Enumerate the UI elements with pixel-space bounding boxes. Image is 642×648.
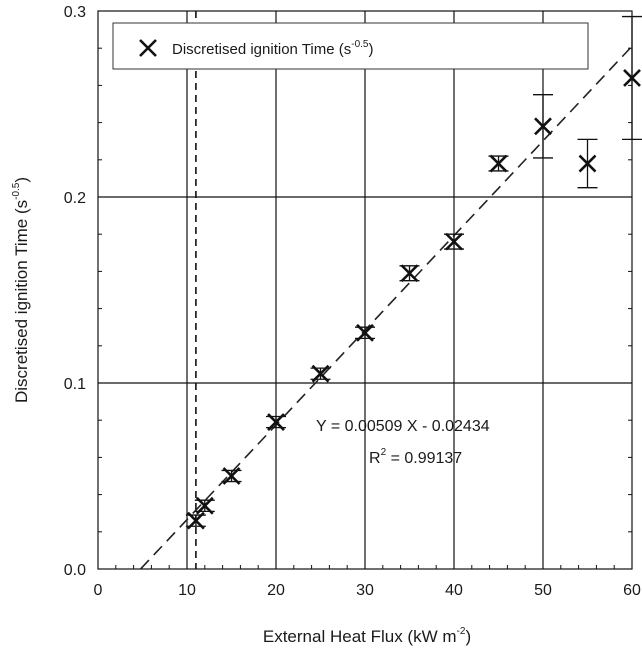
axis-ticks	[97, 10, 633, 570]
legend-box	[112, 22, 589, 70]
marker-stroke	[222, 467, 241, 485]
x-tick-label: 60	[623, 582, 641, 599]
x-tick-label: 30	[356, 582, 374, 599]
data-point-x-marker	[267, 413, 285, 431]
marker-stroke	[489, 154, 508, 173]
fit-equation: Y = 0.00509 X - 0.02434	[316, 418, 490, 435]
data-points	[186, 69, 641, 530]
x-tick-label: 20	[267, 582, 285, 599]
marker-stroke	[186, 511, 205, 530]
y-tick-label: 0.0	[64, 562, 86, 579]
y-axis-title: Discretised ignition Time (s-0.5)	[11, 177, 31, 403]
marker-stroke	[578, 154, 597, 173]
data-point-x-marker	[400, 264, 419, 283]
marker-stroke	[534, 117, 552, 136]
data-point-x-marker	[195, 496, 214, 515]
data-point-x-marker	[578, 154, 597, 173]
data-point-x-marker	[445, 232, 463, 251]
marker-stroke	[267, 413, 285, 431]
fit-r2: R2 = 0.99137	[369, 447, 462, 467]
x-tick-label: 50	[534, 582, 552, 599]
marker-stroke	[356, 323, 374, 342]
x-tick-label: 40	[445, 582, 463, 599]
y-tick-label: 0.3	[64, 4, 86, 21]
legend: Discretised ignition Time (s-0.5)	[112, 22, 589, 70]
y-tick-label: 0.2	[64, 190, 86, 207]
marker-stroke	[195, 496, 214, 515]
marker-stroke	[400, 264, 419, 283]
x-tick-label: 0	[94, 582, 103, 599]
data-point-x-marker	[222, 467, 241, 485]
x-tick-label: 10	[178, 582, 196, 599]
legend-label: Discretised ignition Time (s-0.5)	[172, 39, 373, 58]
marker-stroke	[445, 232, 463, 251]
x-axis-title: External Heat Flux (kW m-2)	[263, 626, 471, 646]
tick-labels: 0 10 20 30 40 50 60 0.0 0.1 0.2 0.3	[64, 4, 641, 599]
data-point-x-marker	[356, 323, 374, 342]
data-point-x-marker	[311, 364, 330, 383]
marker-stroke	[311, 364, 330, 383]
data-point-x-marker	[534, 117, 552, 136]
data-point-x-marker	[489, 154, 508, 173]
y-tick-label: 0.1	[64, 376, 86, 393]
legend-marker	[139, 39, 157, 57]
data-point-x-marker	[186, 511, 205, 530]
